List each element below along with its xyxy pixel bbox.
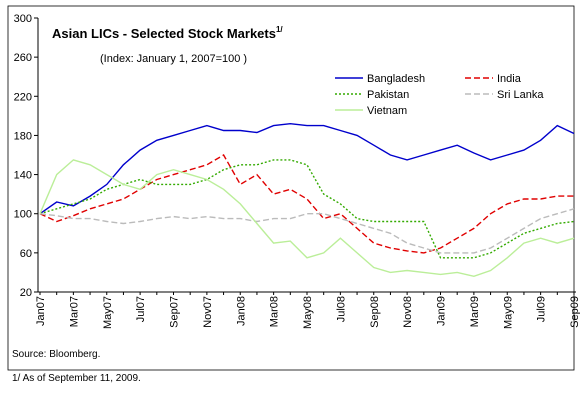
x-tick-label: Jan07 <box>35 296 47 326</box>
legend-label: Sri Lanka <box>497 89 544 101</box>
x-tick-label: Jan09 <box>436 296 448 326</box>
title-note: 1/ <box>276 25 283 34</box>
x-tick-label: Sep07 <box>169 296 181 328</box>
y-tick-label: 100 <box>14 209 32 221</box>
x-tick-label: May07 <box>102 296 114 329</box>
chart-title: Asian LICs - Selected Stock Markets1/ <box>52 25 283 41</box>
y-tick-label: 260 <box>14 52 32 64</box>
x-tick-label: Nov07 <box>202 296 214 328</box>
x-tick-label: Jul08 <box>335 296 347 322</box>
y-tick-label: 140 <box>14 170 32 182</box>
x-tick-label: Sep08 <box>369 296 381 328</box>
x-tick-label: May08 <box>302 296 314 329</box>
source-note: Source: Bloomberg. <box>12 349 100 360</box>
y-tick-label: 220 <box>14 91 32 103</box>
x-tick-label: Sep09 <box>569 296 580 328</box>
legend-label: Pakistan <box>367 89 409 101</box>
x-tick-label: Jul09 <box>536 296 548 322</box>
x-tick-label: Jul07 <box>135 296 147 322</box>
x-tick-label: Nov08 <box>402 296 414 328</box>
x-tick-label: Mar08 <box>269 296 281 327</box>
x-tick-label: Mar07 <box>68 296 80 327</box>
series-line <box>39 154 574 254</box>
series-line <box>39 122 575 215</box>
series-line <box>39 159 575 278</box>
x-tick-label: May09 <box>502 296 514 329</box>
y-tick-label: 180 <box>14 130 32 142</box>
series-line <box>39 159 575 259</box>
legend-label: Bangladesh <box>367 73 425 85</box>
legend-label: India <box>497 73 522 85</box>
y-tick-label: 300 <box>14 13 32 25</box>
y-tick-label: 60 <box>20 248 32 260</box>
legend-label: Vietnam <box>367 105 407 117</box>
title-text: Asian LICs - Selected Stock Markets <box>52 26 276 41</box>
footnote: 1/ As of September 11, 2009. <box>12 373 141 384</box>
x-tick-label: Jan08 <box>235 296 247 326</box>
y-tick-label: 20 <box>20 287 32 299</box>
chart-subtitle: (Index: January 1, 2007=100 ) <box>100 53 247 65</box>
frame <box>7 5 575 371</box>
series-line <box>39 208 575 254</box>
x-tick-label: Mar09 <box>469 296 481 327</box>
